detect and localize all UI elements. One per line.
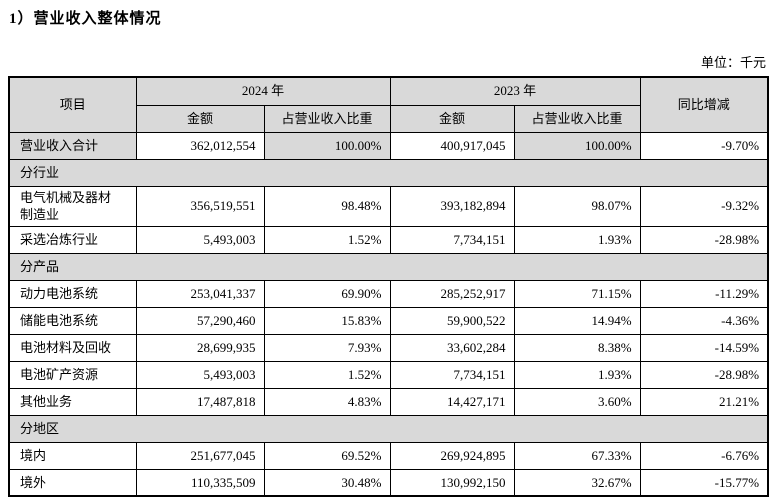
cell-pct2024: 30.48% (263, 468, 391, 497)
cell-amt2024: 57,290,460 (135, 306, 265, 335)
cell-amt2023: 130,992,150 (389, 468, 515, 497)
cell-amt2024: 356,519,551 (135, 185, 265, 227)
cell-label: 电气机械及器材制造业 (8, 185, 137, 227)
cell-pct2024: 69.90% (263, 279, 391, 308)
cell-pct2023: 32.67% (513, 468, 641, 497)
cell-yoy: -11.29% (639, 279, 769, 308)
cell-pct2024: 1.52% (263, 360, 391, 389)
cell-yoy: -15.77% (639, 468, 769, 497)
table-row: 电气机械及器材制造业 356,519,551 98.48% 393,182,894 98… (8, 185, 769, 227)
table-row: 电池材料及回收 28,699,935 7.93% 33,602,284 8.38% -14… (8, 333, 769, 362)
cell-pct2023: 67.33% (513, 441, 641, 470)
cell-label: 营业收入合计 (8, 131, 137, 160)
header-row-years: 项目 2024 年 2023 年 同比增减 (8, 76, 769, 133)
cell-yoy: -6.76% (639, 441, 769, 470)
cell-yoy: -28.98% (639, 360, 769, 389)
section-label: 分产品 (8, 252, 769, 281)
cell-yoy: -9.32% (639, 185, 769, 227)
cell-amt2024: 17,487,818 (135, 387, 265, 416)
cell-amt2024: 362,012,554 (135, 131, 265, 160)
cell-amt2023: 33,602,284 (389, 333, 515, 362)
table-row: 动力电池系统 253,041,337 69.90% 285,252,917 71.15%… (8, 279, 769, 308)
cell-pct2024: 100.00% (263, 131, 391, 160)
unit-label: 单位：千元 (700, 55, 766, 70)
table-row: 储能电池系统 57,290,460 15.83% 59,900,522 14.94% -4… (8, 306, 769, 335)
cell-amt2024: 5,493,003 (135, 360, 265, 389)
cell-yoy: 21.21% (639, 387, 769, 416)
cell-amt2023: 393,182,894 (389, 185, 515, 227)
cell-pct2023: 98.07% (513, 185, 641, 227)
table-row: 境内 251,677,045 69.52% 269,924,895 67.33% -6.7… (8, 441, 769, 470)
cell-label: 储能电池系统 (8, 306, 137, 335)
cell-label: 境外 (8, 468, 137, 497)
table-row: 采选冶炼行业 5,493,003 1.52% 7,734,151 1.93% -28.98… (8, 225, 769, 254)
header-amount-2023: 金额 (389, 104, 515, 133)
cell-amt2023: 59,900,522 (389, 306, 515, 335)
cell-amt2024: 251,677,045 (135, 441, 265, 470)
header-amount-2024: 金额 (135, 104, 265, 133)
revenue-table-header: 项目 2024 年 2023 年 同比增减 金额 占营业收入比重 金额 占营业收… (8, 76, 769, 133)
cell-amt2023: 285,252,917 (389, 279, 515, 308)
header-row-measures: 金额 占营业收入比重 金额 占营业收入比重 (9, 104, 768, 133)
cell-amt2024: 5,493,003 (135, 225, 265, 254)
cell-amt2023: 269,924,895 (389, 441, 515, 470)
header-year-2024: 2024 年 (135, 76, 391, 106)
header-item: 项目 (8, 76, 137, 133)
cell-pct2024: 98.48% (263, 185, 391, 227)
table-row: 电池矿产资源 5,493,003 1.52% 7,734,151 1.93% -28.98… (8, 360, 769, 389)
header-yoy: 同比增减 (639, 76, 769, 133)
cell-amt2023: 400,917,045 (389, 131, 515, 160)
cell-label: 电池材料及回收 (8, 333, 137, 362)
cell-pct2023: 1.93% (513, 225, 641, 254)
cell-pct2023: 1.93% (513, 360, 641, 389)
cell-amt2023: 7,734,151 (389, 225, 515, 254)
cell-pct2024: 1.52% (263, 225, 391, 254)
cell-amt2024: 28,699,935 (135, 333, 265, 362)
section-label: 分地区 (8, 414, 769, 443)
section-row: 分地区 (8, 414, 769, 443)
cell-yoy: -28.98% (639, 225, 769, 254)
revenue-table: 项目 2024 年 2023 年 同比增减 金额 占营业收入比重 金额 占营业收… (8, 76, 770, 498)
section-row: 分行业 (8, 158, 769, 187)
cell-label: 电池矿产资源 (8, 360, 137, 389)
cell-label: 动力电池系统 (8, 279, 137, 308)
cell-yoy: -9.70% (639, 131, 769, 160)
cell-yoy: -4.36% (639, 306, 769, 335)
revenue-table-body: 营业收入合计 362,012,554 100.00% 400,917,045 100.0… (8, 131, 769, 497)
cell-amt2023: 7,734,151 (389, 360, 515, 389)
cell-amt2024: 253,041,337 (135, 279, 265, 308)
cell-pct2023: 3.60% (513, 387, 641, 416)
header-proportion-2023: 占营业收入比重 (513, 104, 641, 133)
cell-label: 境内 (8, 441, 137, 470)
header-year-2023: 2023 年 (389, 76, 641, 106)
cell-pct2024: 7.93% (263, 333, 391, 362)
cell-label: 其他业务 (8, 387, 137, 416)
cell-pct2024: 4.83% (263, 387, 391, 416)
cell-pct2023: 100.00% (513, 131, 641, 160)
cell-amt2023: 14,427,171 (389, 387, 515, 416)
section-label: 分行业 (8, 158, 769, 187)
cell-pct2023: 14.94% (513, 306, 641, 335)
cell-pct2023: 71.15% (513, 279, 641, 308)
cell-amt2024: 110,335,509 (135, 468, 265, 497)
table-row: 其他业务 17,487,818 4.83% 14,427,171 3.60% 21.21% (8, 387, 769, 416)
cell-yoy: -14.59% (639, 333, 769, 362)
section-row: 分产品 (8, 252, 769, 281)
cell-pct2024: 69.52% (263, 441, 391, 470)
cell-pct2024: 15.83% (263, 306, 391, 335)
page-title: 1）营业收入整体情况 (9, 11, 162, 27)
header-proportion-2024: 占营业收入比重 (263, 104, 391, 133)
cell-pct2023: 8.38% (513, 333, 641, 362)
table-row: 境外 110,335,509 30.48% 130,992,150 32.67% -15.… (8, 468, 769, 497)
cell-label: 采选冶炼行业 (8, 225, 137, 254)
table-row: 营业收入合计 362,012,554 100.00% 400,917,045 100.0… (8, 131, 769, 160)
